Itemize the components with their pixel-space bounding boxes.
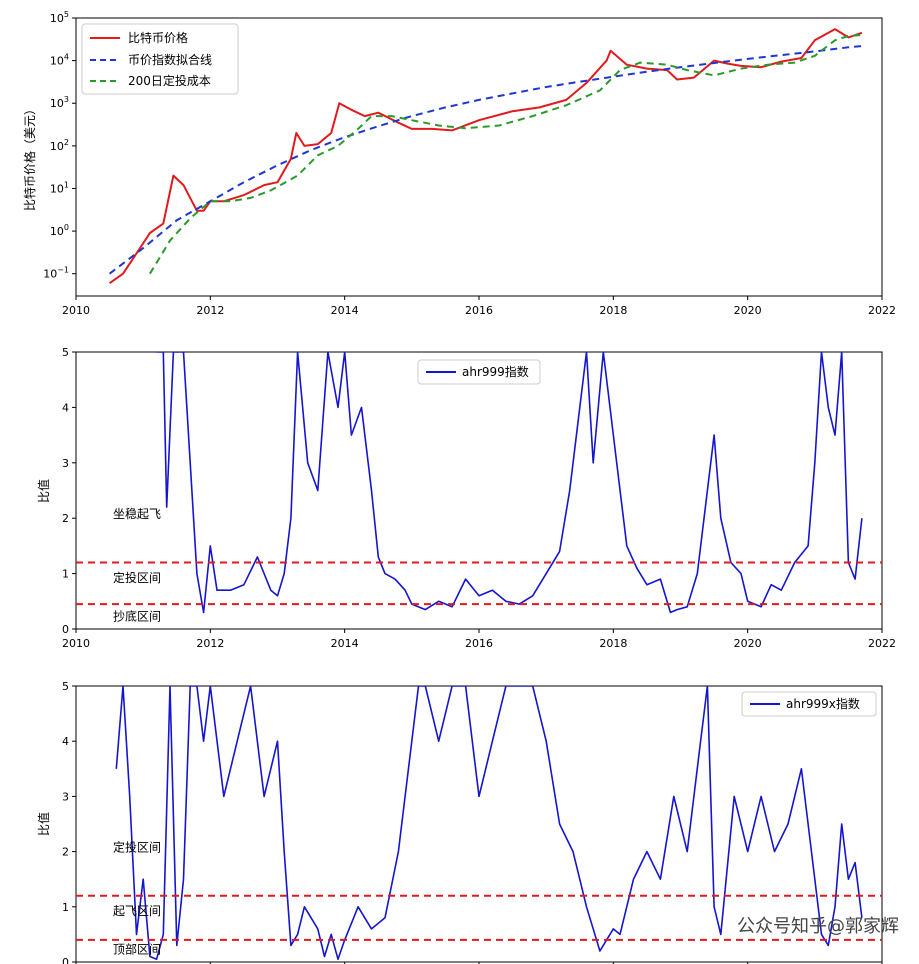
ahr999x-legend: ahr999x指数 [741,691,877,717]
ahr999-threshold-lines [76,561,882,606]
legend-ahr999x-label: ahr999x指数 [786,696,860,711]
y-tick-label: 2 [62,846,69,859]
y-tick-label: 0 [62,956,69,964]
x-tick-label: 2022 [868,637,896,650]
y-tick-label: 0 [62,623,69,636]
y-tick-label: 4 [62,401,69,414]
ahr999-plot-frame [75,351,883,630]
y-tick-label: 3 [62,457,69,470]
ahr999x-threshold-lines [76,894,882,941]
ahr999-legend: ahr999指数 [417,359,541,385]
y-tick-label: 105 [50,10,69,25]
ahr999-y-axis: 0 1 2 3 4 5 [62,346,76,636]
x-tick-label: 2010 [62,637,90,650]
zone-annotation: 定投区间 [113,840,161,855]
y-tick-label: 2 [62,512,69,525]
price-legend: 比特币价格 币价指数拟合线 200日定投成本 [81,23,239,95]
ahr999-series-group [156,352,863,614]
x-tick-label: 2014 [331,637,359,650]
y-tick-label: 102 [50,138,69,153]
x-tick-label: 2018 [599,304,627,317]
zone-annotation: 坐稳起飞 [113,506,161,521]
price-legend-box [81,23,239,95]
x-tick-label: 2022 [868,304,896,317]
price-y-axis: 10−1 100 101 102 103 104 105 [43,10,76,281]
series-line [108,45,862,275]
price-series-group [108,28,863,285]
ahr999x-legend-box [741,691,877,717]
zone-annotation: 抄底区间 [113,609,161,624]
watermark-text: 公众号知乎@郭家辉 [737,916,899,937]
y-tick-label: 100 [50,223,69,238]
legend-price-label: 比特币价格 [128,30,188,45]
x-tick-label: 2016 [465,304,493,317]
x-tick-label: 2012 [196,637,224,650]
price-y-label: 比特币价格（美元） [22,103,37,211]
ahr999-y-label: 比值 [36,479,51,503]
ahr999x-series-group [115,686,863,961]
zone-annotation: 起飞区间 [113,904,161,918]
ahr999-legend-box [417,359,541,385]
y-tick-label: 4 [62,735,69,748]
x-tick-label: 2020 [734,637,762,650]
series-line [149,34,862,275]
legend-fit-label: 币价指数拟合线 [128,52,212,67]
y-tick-label: 103 [50,95,69,110]
y-tick-label: 3 [62,790,69,803]
y-tick-label: 1 [62,901,69,914]
y-tick-label: 5 [62,346,69,359]
ahr999x-y-label: 比值 [36,812,51,836]
y-tick-label: 1 [62,568,69,581]
y-tick-label: 5 [62,680,69,693]
ahr999-x-axis: 2010 2012 2014 2016 2018 2020 2022 [62,629,896,650]
y-tick-label: 10−1 [43,266,69,281]
legend-ahr999-label: ahr999指数 [462,364,529,379]
ahr999x-y-axis: 0 1 2 3 4 5 [62,680,76,964]
zone-annotation: 定投区间 [113,570,161,585]
x-tick-label: 2016 [465,637,493,650]
x-tick-label: 2012 [196,304,224,317]
series-line [156,352,863,614]
zone-annotation: 顶部区间 [113,942,161,957]
x-tick-label: 2014 [331,304,359,317]
series-line [115,686,863,961]
y-tick-label: 101 [50,180,69,195]
price-chart-panel: 2010 2012 2014 2016 2018 2020 2022 10−11001011… [22,10,896,317]
x-tick-label: 2018 [599,637,627,650]
x-tick-label: 2010 [62,304,90,317]
y-tick-label: 104 [50,53,69,68]
ahr999x-x-axis [75,962,883,964]
legend-dca-label: 200日定投成本 [128,73,211,88]
price-x-axis: 2010 2012 2014 2016 2018 2020 2022 [62,296,896,317]
series-line [109,28,863,285]
x-tick-label: 2020 [734,304,762,317]
ahr999-chart-panel: 2010 2012 2014 2016 2018 2020 2022 0 1 2 3 4 5 坐稳起飞… [36,346,896,650]
